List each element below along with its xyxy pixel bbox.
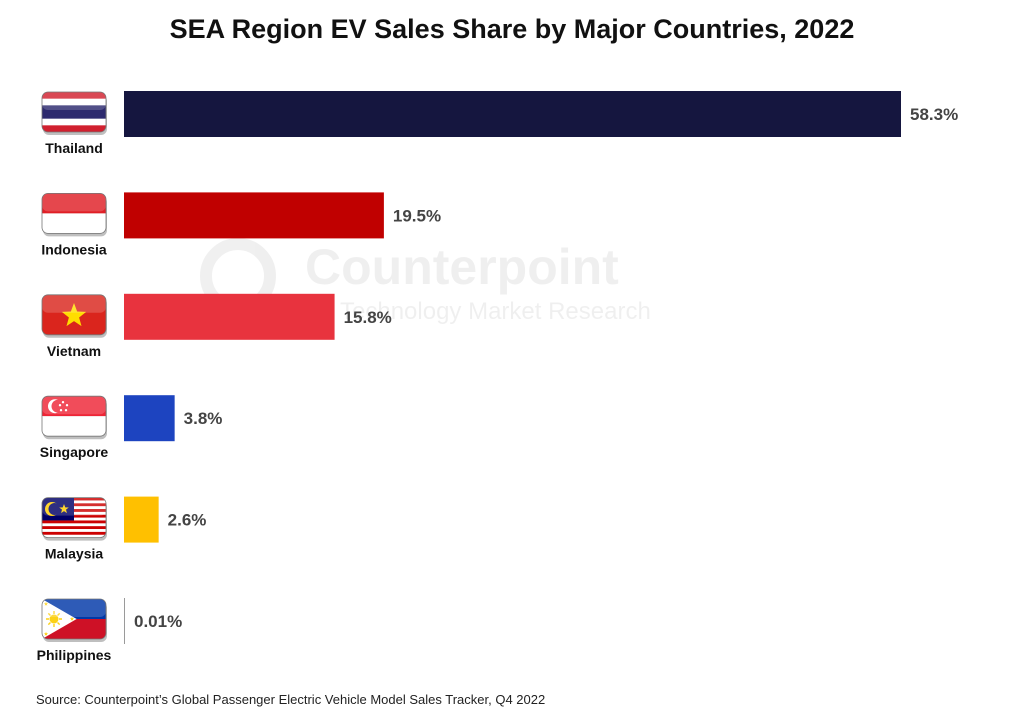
bar-chart: Thailand 58.3% Indonesia 19.5% Vietnam 15.8% S… — [37, 91, 959, 663]
category-label: Philippines — [37, 647, 112, 663]
vietnam-star-icon — [61, 303, 87, 327]
philippines-star-icon — [43, 631, 49, 636]
bar — [124, 395, 175, 442]
bar — [124, 91, 901, 137]
source-note: Source: Counterpoint’s Global Passenger … — [36, 692, 546, 707]
value-label: 19.5% — [393, 206, 441, 225]
category-label: Indonesia — [41, 241, 107, 257]
bar — [124, 496, 159, 543]
malaysia-star-icon — [59, 504, 69, 514]
chart-title: SEA Region EV Sales Share by Major Count… — [169, 14, 855, 44]
category-label: Singapore — [40, 444, 109, 460]
philippines-flag-icon — [41, 598, 107, 642]
value-label: 0.01% — [134, 612, 182, 631]
value-label: 3.8% — [184, 409, 223, 428]
singapore-flag-icon — [41, 395, 107, 440]
philippines-star-icon — [43, 601, 49, 606]
philippines-star-icon — [69, 616, 75, 621]
category-label: Malaysia — [45, 546, 104, 562]
value-label: 15.8% — [344, 308, 392, 327]
indonesia-flag-icon — [41, 192, 107, 237]
bars-layer — [124, 91, 901, 644]
bar — [124, 192, 384, 239]
category-label: Vietnam — [47, 343, 101, 359]
value-label: 58.3% — [910, 105, 958, 124]
labels-layer: Thailand 58.3% Indonesia 19.5% Vietnam 15.8% S… — [37, 105, 959, 663]
thailand-flag-icon — [41, 91, 107, 135]
value-label: 2.6% — [168, 511, 207, 530]
bar — [124, 293, 335, 340]
malaysia-flag-icon — [41, 497, 107, 541]
flags-layer — [41, 91, 107, 642]
category-label: Thailand — [45, 140, 103, 156]
vietnam-flag-icon — [41, 294, 107, 338]
